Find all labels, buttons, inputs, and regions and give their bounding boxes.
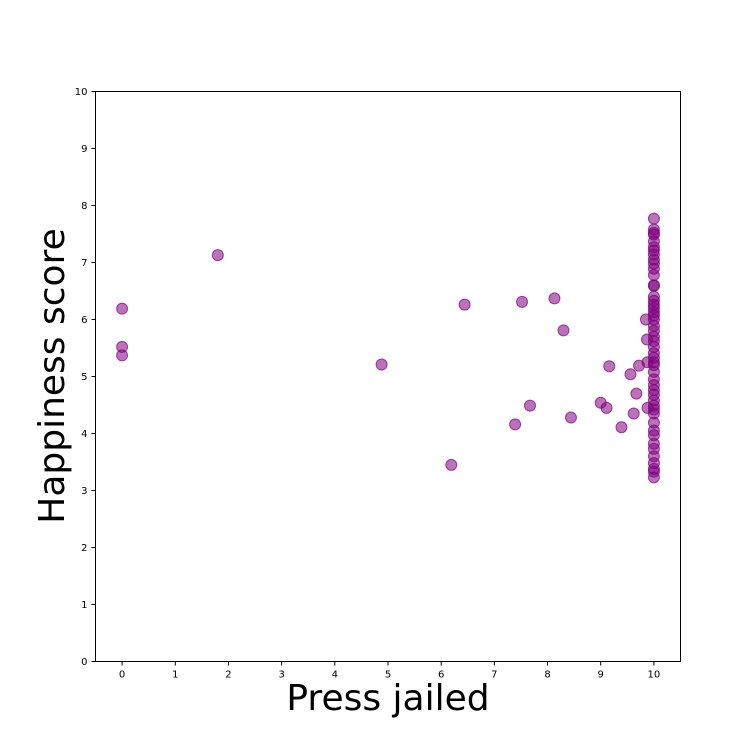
y-tick-label: 8 — [81, 201, 87, 212]
x-tick-label: 7 — [491, 670, 497, 681]
points-layer — [116, 212, 660, 484]
x-tick-label: 8 — [544, 670, 550, 681]
data-point — [624, 368, 637, 381]
data-point — [458, 298, 471, 311]
data-point — [647, 279, 660, 292]
y-tick-label: 1 — [81, 600, 87, 611]
plot-frame — [95, 91, 681, 662]
data-point — [548, 292, 561, 305]
data-point — [445, 458, 458, 471]
x-tick-label: 10 — [648, 670, 661, 681]
y-tick-label: 3 — [81, 486, 87, 497]
data-point — [630, 387, 643, 400]
data-point — [211, 249, 224, 262]
y-tick-label: 4 — [81, 429, 87, 440]
y-tick-label: 0 — [81, 657, 87, 668]
data-point — [603, 360, 616, 373]
y-axis-ticks: 0 1 2 3 4 5 6 7 8 9 10 — [75, 87, 96, 668]
data-point — [564, 411, 577, 424]
data-point — [509, 418, 522, 431]
data-point — [557, 324, 570, 337]
data-point — [647, 471, 660, 484]
x-tick-label: 0 — [119, 670, 125, 681]
x-tick-label: 6 — [438, 670, 444, 681]
x-tick-label: 1 — [172, 670, 178, 681]
data-point — [615, 421, 628, 434]
x-axis-ticks: 0 1 2 3 4 5 6 7 8 9 10 — [119, 661, 661, 681]
data-point — [516, 295, 529, 308]
x-tick-label: 3 — [278, 670, 284, 681]
y-tick-label: 9 — [81, 144, 87, 155]
y-tick-label: 5 — [81, 372, 87, 383]
data-point — [600, 401, 613, 414]
data-point — [647, 269, 660, 282]
x-tick-label: 5 — [385, 670, 391, 681]
x-tick-label: 9 — [598, 670, 604, 681]
y-tick-label: 7 — [81, 258, 87, 269]
data-point — [116, 349, 129, 362]
data-point — [627, 407, 640, 420]
y-tick-label: 2 — [81, 543, 87, 554]
y-tick-label: 6 — [81, 315, 87, 326]
x-tick-label: 4 — [332, 670, 338, 681]
data-point — [375, 358, 388, 371]
x-tick-label: 2 — [225, 670, 231, 681]
data-point — [647, 212, 660, 225]
y-axis-title: Happiness score — [32, 228, 73, 524]
y-tick-label: 10 — [75, 87, 88, 98]
x-axis-title: Press jailed — [286, 678, 489, 719]
data-point — [523, 399, 536, 412]
data-point — [116, 302, 129, 315]
